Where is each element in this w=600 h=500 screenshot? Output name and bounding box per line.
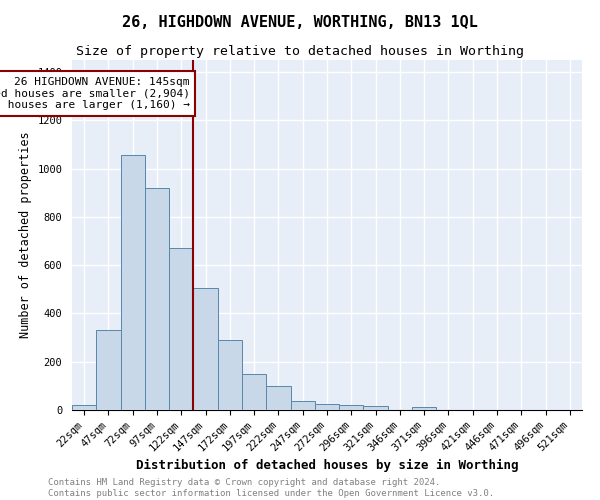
Bar (121, 156, 145, 410)
Text: Size of property relative to detached houses in Worthing: Size of property relative to detached ho… (76, 45, 524, 58)
Bar (315, 404, 339, 410)
Text: Contains HM Land Registry data © Crown copyright and database right 2024.
Contai: Contains HM Land Registry data © Crown c… (48, 478, 494, 498)
Bar (290, 401, 315, 410)
Bar (218, 340, 242, 410)
Bar (339, 404, 364, 410)
Bar (72, 404, 96, 410)
Text: 26, HIGHDOWN AVENUE, WORTHING, BN13 1QL: 26, HIGHDOWN AVENUE, WORTHING, BN13 1QL (122, 15, 478, 30)
Bar (242, 374, 266, 410)
Bar (145, 188, 169, 410)
Y-axis label: Number of detached properties: Number of detached properties (19, 132, 32, 338)
Bar (412, 407, 436, 410)
Bar (364, 406, 388, 410)
X-axis label: Distribution of detached houses by size in Worthing: Distribution of detached houses by size … (136, 459, 518, 472)
Text: 26 HIGHDOWN AVENUE: 145sqm
← 71% of detached houses are smaller (2,904)
28% of s: 26 HIGHDOWN AVENUE: 145sqm ← 71% of deta… (0, 77, 190, 110)
Bar (169, 248, 193, 410)
Bar (193, 288, 218, 410)
Bar (266, 386, 290, 410)
Bar (96, 330, 121, 410)
